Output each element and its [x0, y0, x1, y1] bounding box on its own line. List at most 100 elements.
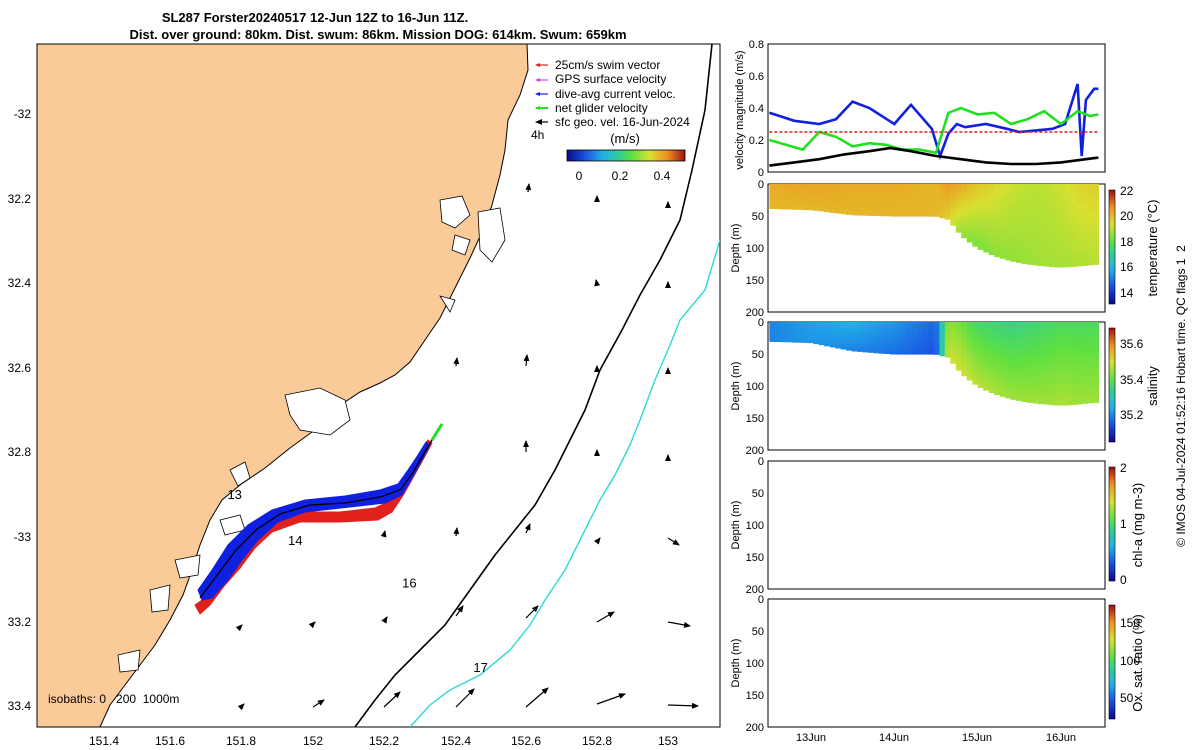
section-cell	[780, 186, 787, 189]
section-cell	[1076, 383, 1083, 391]
section-cell	[983, 195, 990, 202]
section-cell	[1032, 204, 1039, 212]
section-cell	[1049, 190, 1056, 199]
section-cell	[791, 194, 798, 198]
section-cell	[955, 208, 962, 213]
section-cell	[884, 335, 891, 339]
section-cell	[1087, 210, 1094, 219]
section-cell	[1076, 218, 1083, 226]
section-cell	[835, 188, 842, 192]
section-cell	[769, 186, 776, 189]
section-cell	[911, 346, 918, 350]
section-cell	[1076, 211, 1083, 219]
section-cell	[807, 207, 814, 211]
section-cell	[774, 202, 781, 205]
section-cell	[785, 194, 792, 198]
section-cell	[879, 347, 886, 352]
section-cell	[944, 322, 951, 326]
section-cell	[890, 340, 897, 344]
section-cell	[1065, 259, 1072, 268]
section-cell	[829, 326, 836, 329]
section-cell	[1065, 252, 1072, 261]
section-cell	[1092, 388, 1099, 397]
section-cell	[1038, 335, 1045, 343]
chl-cbar-label: chl-a (mg m-3)	[1130, 483, 1145, 568]
section-cell	[1005, 334, 1012, 342]
section-cell	[1054, 342, 1061, 351]
map-y-tick: 33.4	[8, 699, 32, 713]
section-cell	[818, 338, 825, 342]
section-cell	[1005, 215, 1012, 223]
section-cell	[857, 212, 864, 216]
section-cell	[796, 338, 803, 342]
section-cell	[879, 332, 886, 336]
section-cell	[791, 184, 798, 187]
section-cell	[911, 186, 918, 190]
section-cell	[862, 204, 869, 208]
section-cell	[1054, 377, 1061, 385]
section-cell	[917, 324, 924, 328]
section-cell	[1016, 380, 1023, 388]
section-cell	[862, 209, 869, 214]
section-cell	[1060, 363, 1067, 371]
section-cell	[1060, 370, 1067, 378]
section-cell	[846, 347, 853, 351]
section-cell	[840, 337, 847, 341]
section-cell	[862, 197, 869, 201]
section-cell	[857, 334, 864, 338]
section-cell	[988, 242, 995, 250]
section-cell	[802, 338, 809, 342]
section-cell	[1032, 224, 1039, 232]
section-cell	[1016, 341, 1023, 349]
section-cell	[1049, 397, 1056, 406]
section-cell	[994, 220, 1001, 227]
section-cell	[1065, 322, 1072, 330]
legend-geo-velocity: sfc geo. vel. 16-Jun-2024	[555, 115, 690, 129]
section-cell	[873, 189, 880, 193]
section-cell	[857, 189, 864, 193]
section-cell	[780, 188, 787, 191]
net-glider-path	[199, 423, 443, 599]
map-x-tick: 152	[303, 734, 323, 748]
section-cell	[1016, 216, 1023, 224]
section-cell	[994, 196, 1001, 203]
section-cell	[835, 210, 842, 214]
section-cell	[922, 346, 929, 350]
section-cell	[928, 330, 935, 334]
section-cell	[1038, 322, 1045, 330]
section-cell	[780, 206, 787, 210]
section-cell	[1027, 257, 1034, 265]
section-cell	[851, 212, 858, 216]
section-cell	[1027, 362, 1034, 370]
section-cell	[928, 332, 935, 336]
section-cell	[994, 370, 1001, 377]
section-cell	[944, 184, 951, 188]
section-cell	[933, 340, 940, 345]
section-cell	[1021, 368, 1028, 376]
section-cell	[1071, 204, 1078, 213]
section-cell	[917, 184, 924, 188]
section-cell	[1038, 362, 1045, 371]
section-cell	[1010, 367, 1017, 375]
section-cell	[983, 384, 990, 391]
section-cell	[1060, 211, 1067, 220]
section-cell	[774, 333, 781, 336]
section-cell	[807, 340, 814, 344]
section-cell	[928, 346, 935, 350]
section-cell	[950, 322, 957, 326]
section-cell	[1054, 328, 1061, 337]
section-cell	[955, 366, 962, 371]
day-label: 14	[288, 533, 302, 548]
section-cell	[769, 204, 776, 207]
section-cell	[972, 353, 979, 359]
section-cell	[917, 200, 924, 204]
map-y-tick: 32.2	[8, 192, 32, 206]
legend-swim-vector: 25cm/s swim vector	[555, 58, 660, 72]
section-cell	[1071, 259, 1078, 267]
section-cell	[961, 197, 968, 203]
map-x-tick: 151.4	[89, 734, 119, 748]
section-cell	[1032, 342, 1039, 350]
section-cell	[774, 323, 781, 326]
section-cell	[807, 190, 814, 194]
